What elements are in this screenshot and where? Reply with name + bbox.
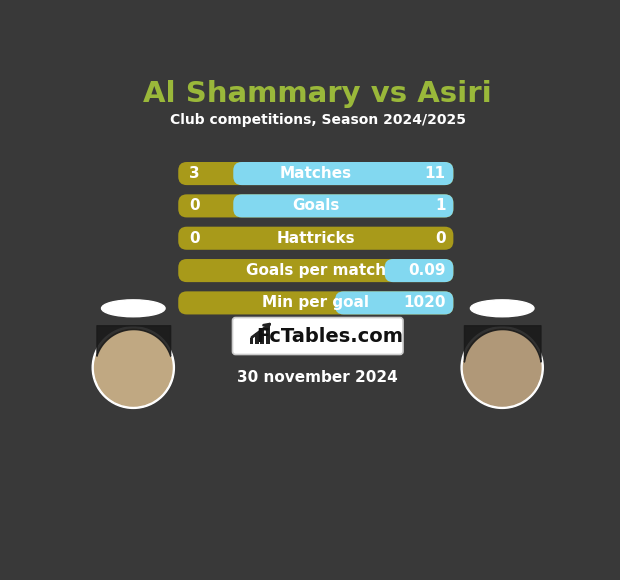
FancyBboxPatch shape — [179, 162, 453, 185]
FancyBboxPatch shape — [335, 291, 453, 314]
Text: Club competitions, Season 2024/2025: Club competitions, Season 2024/2025 — [170, 113, 466, 126]
Text: 0.09: 0.09 — [408, 263, 446, 278]
Text: Matches: Matches — [280, 166, 352, 181]
FancyBboxPatch shape — [179, 227, 453, 250]
Circle shape — [95, 329, 172, 406]
Text: 30 november 2024: 30 november 2024 — [237, 370, 398, 385]
FancyBboxPatch shape — [384, 259, 453, 282]
FancyBboxPatch shape — [249, 338, 254, 344]
Text: Goals per match: Goals per match — [246, 263, 386, 278]
Text: 1: 1 — [435, 198, 446, 213]
Text: Hattricks: Hattricks — [277, 231, 355, 246]
Text: 11: 11 — [425, 166, 446, 181]
Text: 3: 3 — [189, 166, 200, 181]
FancyBboxPatch shape — [260, 328, 264, 344]
FancyBboxPatch shape — [179, 259, 453, 282]
Ellipse shape — [471, 300, 534, 317]
FancyBboxPatch shape — [232, 317, 403, 354]
Ellipse shape — [102, 300, 165, 317]
Text: Al Shammary vs Asiri: Al Shammary vs Asiri — [143, 80, 492, 108]
Circle shape — [92, 327, 174, 408]
FancyBboxPatch shape — [233, 162, 453, 185]
Text: Goals: Goals — [292, 198, 340, 213]
Circle shape — [463, 329, 541, 406]
Text: 0: 0 — [189, 231, 200, 246]
Text: 0: 0 — [189, 198, 200, 213]
FancyBboxPatch shape — [255, 333, 259, 344]
FancyBboxPatch shape — [179, 194, 453, 218]
Text: 1020: 1020 — [403, 295, 446, 310]
FancyBboxPatch shape — [233, 194, 453, 218]
Circle shape — [461, 327, 543, 408]
FancyBboxPatch shape — [179, 291, 453, 314]
FancyBboxPatch shape — [266, 324, 270, 344]
Text: 0: 0 — [435, 231, 446, 246]
Text: FcTables.com: FcTables.com — [256, 327, 403, 346]
Text: Min per goal: Min per goal — [262, 295, 370, 310]
